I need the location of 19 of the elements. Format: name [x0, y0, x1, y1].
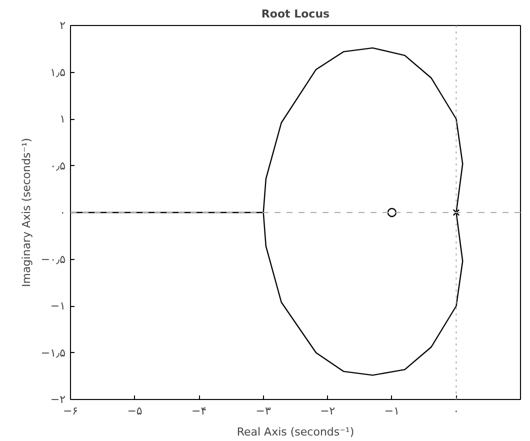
x-tick-label: −۶	[62, 404, 78, 418]
y-tick-label: ۰٫۵	[50, 159, 66, 172]
chart-title: Root Locus	[261, 8, 330, 20]
y-axis-title: Imaginary Axis (seconds⁻¹)	[20, 138, 33, 288]
y-tick-label: ۱٫۵	[50, 66, 66, 79]
x-tick-label: −۴	[192, 404, 207, 418]
y-tick-label: ۱	[60, 112, 66, 126]
x-tick-label: −۲	[320, 404, 336, 418]
y-tick-label: −۱	[50, 300, 66, 312]
y-tick-label: ۰	[60, 206, 66, 219]
y-tick-label: −۲	[50, 393, 66, 406]
x-tick-label: −۳	[256, 404, 272, 418]
y-tick-label: ۲	[60, 19, 66, 32]
y-tick-label: −۱٫۵	[40, 346, 66, 360]
x-tick-label: ۰	[453, 404, 460, 418]
x-tick-label: −۱	[384, 404, 400, 418]
x-axis-title: Real Axis (seconds⁻¹)	[236, 426, 354, 438]
x-tick-label: −۵	[127, 404, 142, 418]
y-tick-label: −۰٫۵	[40, 252, 66, 266]
